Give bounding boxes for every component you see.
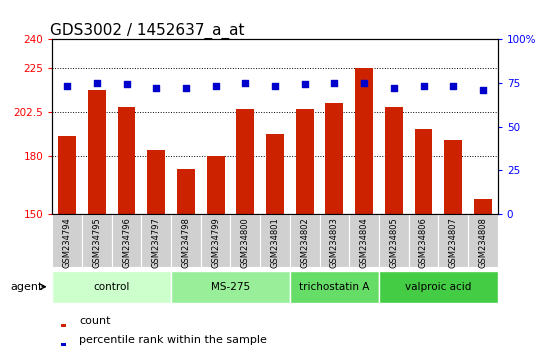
Text: GSM234804: GSM234804 [360, 217, 368, 268]
Bar [266, 134, 284, 214]
Bar [171, 214, 201, 267]
Text: valproic acid: valproic acid [405, 282, 471, 292]
Bar [236, 109, 254, 214]
Bar [260, 214, 290, 267]
Point [389, 85, 398, 91]
Bar [201, 214, 230, 267]
Bar [141, 214, 171, 267]
Text: GSM234803: GSM234803 [330, 217, 339, 268]
Point [241, 80, 250, 86]
Bar [444, 140, 462, 214]
Point [478, 87, 487, 93]
Text: GSM234795: GSM234795 [92, 217, 101, 268]
Bar [349, 214, 379, 267]
Bar [296, 109, 314, 214]
Bar [230, 214, 260, 267]
Bar [177, 169, 195, 214]
Bar [88, 90, 106, 214]
Bar [326, 103, 343, 214]
Text: percentile rank within the sample: percentile rank within the sample [79, 335, 267, 345]
Text: GSM234801: GSM234801 [271, 217, 279, 268]
Text: trichostatin A: trichostatin A [299, 282, 370, 292]
Point [63, 84, 72, 89]
Bar [290, 271, 379, 303]
Bar [147, 150, 165, 214]
Bar [58, 136, 76, 214]
Bar [385, 107, 403, 214]
Point [271, 84, 279, 89]
Text: GSM234799: GSM234799 [211, 217, 220, 268]
Bar [409, 214, 438, 267]
Point [92, 80, 101, 86]
Text: GSM234794: GSM234794 [63, 217, 72, 268]
Point [330, 80, 339, 86]
Bar [61, 343, 67, 346]
Bar [61, 324, 67, 327]
Bar [320, 214, 349, 267]
Point [122, 82, 131, 87]
Bar [474, 199, 492, 214]
Bar [468, 214, 498, 267]
Text: GSM234808: GSM234808 [478, 217, 487, 268]
Bar [415, 129, 432, 214]
Bar [207, 156, 224, 214]
Bar [52, 271, 171, 303]
Bar [112, 214, 141, 267]
Bar [171, 271, 290, 303]
Text: control: control [94, 282, 130, 292]
Text: GSM234805: GSM234805 [389, 217, 398, 268]
Point [360, 80, 368, 86]
Text: GDS3002 / 1452637_a_at: GDS3002 / 1452637_a_at [50, 23, 245, 39]
Text: count: count [79, 316, 111, 326]
Text: MS-275: MS-275 [211, 282, 250, 292]
Text: GSM234800: GSM234800 [241, 217, 250, 268]
Bar [379, 271, 498, 303]
Point [449, 84, 458, 89]
Text: GSM234806: GSM234806 [419, 217, 428, 268]
Bar [118, 107, 135, 214]
Bar [82, 214, 112, 267]
Bar [355, 68, 373, 214]
Text: GSM234798: GSM234798 [182, 217, 190, 268]
Text: GSM234802: GSM234802 [300, 217, 309, 268]
Bar [290, 214, 320, 267]
Text: agent: agent [10, 282, 43, 292]
Bar [438, 214, 468, 267]
Text: GSM234796: GSM234796 [122, 217, 131, 268]
Bar [379, 214, 409, 267]
Point [211, 84, 220, 89]
Point [419, 84, 428, 89]
Point [152, 85, 161, 91]
Point [182, 85, 190, 91]
Bar [52, 214, 82, 267]
Text: GSM234807: GSM234807 [449, 217, 458, 268]
Point [300, 82, 309, 87]
Text: GSM234797: GSM234797 [152, 217, 161, 268]
